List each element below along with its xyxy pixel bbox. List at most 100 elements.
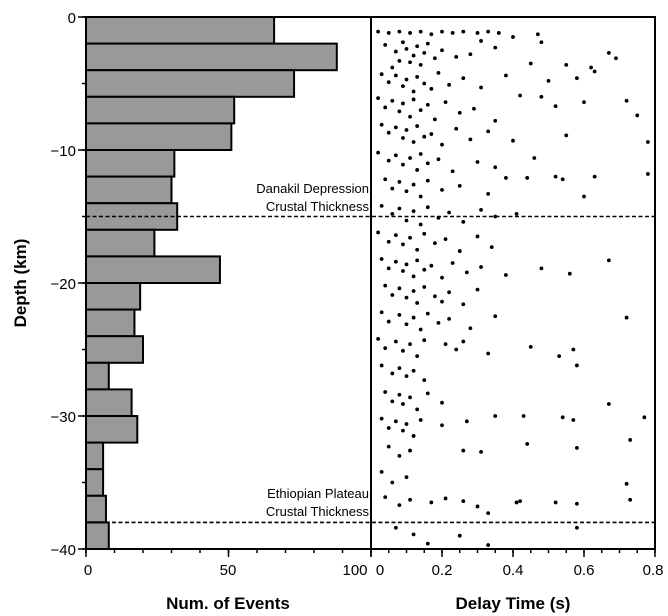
scatter-point [401,242,405,247]
scatter-point [575,76,579,81]
scatter-point [411,89,416,94]
histogram-bar [85,255,221,284]
scatter-point [461,499,466,504]
scatter-point [404,189,409,194]
scatter-point [493,314,498,319]
scatter-point [521,414,526,418]
scatter-point [386,130,391,135]
scatter-point [571,418,576,422]
scatter-point [415,258,420,263]
scatter-point [390,186,395,191]
x-tick-label: 0.6 [574,562,595,579]
scatter-point [408,156,412,160]
histogram-bar [85,282,142,311]
histogram-bar [85,95,236,125]
scatter-frame [370,16,656,550]
scatter-point [429,132,434,136]
scatter-point [468,326,473,331]
scatter-point [422,81,427,86]
scatter-point [436,321,441,325]
scatter-point [393,259,398,264]
scatter-points [376,29,650,547]
scatter-point [411,368,416,373]
scatter-point [511,35,515,39]
scatter-point [422,51,427,55]
x-tick-labels-scatter: 0 0.2 0.4 0.6 0.8 [376,562,664,579]
scatter-point [401,136,405,140]
scatter-point [408,342,412,347]
scatter-point [592,69,597,74]
scatter-point [518,499,522,504]
scatter-point [404,475,409,480]
scatter-point [454,126,459,131]
scatter-point [404,47,409,51]
scatter-point [376,336,380,341]
scatter-point [425,102,430,107]
scatter-point [418,194,423,199]
annotation-text: Crustal Thickness [266,199,370,214]
scatter-point [411,97,416,102]
scatter-point [525,176,530,180]
scatter-point [582,194,586,199]
scatter-point [415,407,420,412]
scatter-point [397,366,402,371]
danakil-annotation: Danakil Depression Crustal Thickness [256,181,369,214]
scatter-point [535,32,540,37]
scatter-point [461,29,466,34]
histogram-bar [85,361,110,391]
scatter-point [628,497,633,502]
scatter-point [408,235,412,240]
histogram-bar [85,308,136,338]
y-tick-labels: 0 −10 −20 −30 −40 [51,10,76,559]
scatter-point [592,174,597,179]
scatter-point [397,454,402,458]
scatter-point [397,286,402,291]
scatter-point [418,152,423,156]
scatter-point [457,110,462,115]
scatter-point [433,294,437,299]
histogram-bar [85,16,276,45]
scatter-point [646,140,650,144]
scatter-point [440,29,444,34]
scatter-point [397,392,402,397]
scatter-point [404,262,409,267]
histogram-bar [85,468,105,497]
scatter-point [415,247,420,252]
scatter-point [479,450,483,454]
scatter-point [415,124,420,128]
scatter-point [525,442,530,446]
scatter-point [404,374,409,378]
scatter-point [575,446,579,450]
scatter-point [383,105,388,110]
scatter-point [383,177,388,182]
scatter-point [443,496,448,501]
scatter-point [606,258,611,263]
scatter-point [393,419,398,424]
scatter-point [475,31,480,35]
scatter-point [422,338,427,343]
scatter-point [376,230,380,235]
y-tick-label: −40 [51,542,76,559]
scatter-point [408,448,412,453]
scatter-point [440,142,444,147]
scatter-point [493,414,498,418]
scatter-point [404,77,409,82]
scatter-point [479,85,483,90]
x-tick-label: 0.8 [643,562,664,579]
scatter-point [379,310,384,315]
scatter-point [539,94,544,99]
scatter-point [624,481,629,486]
scatter-point [393,49,398,54]
scatter-point [397,180,402,184]
scatter-point [440,423,444,428]
scatter-point [571,347,576,352]
scatter-point [422,267,427,272]
scatter-point [404,422,409,426]
scatter-point [411,532,416,537]
scatter-point [376,96,380,101]
scatter-point [418,327,423,332]
scatter-point [479,265,483,269]
scatter-point [628,438,633,442]
scatter-point [475,504,480,509]
scatter-point [390,98,395,103]
